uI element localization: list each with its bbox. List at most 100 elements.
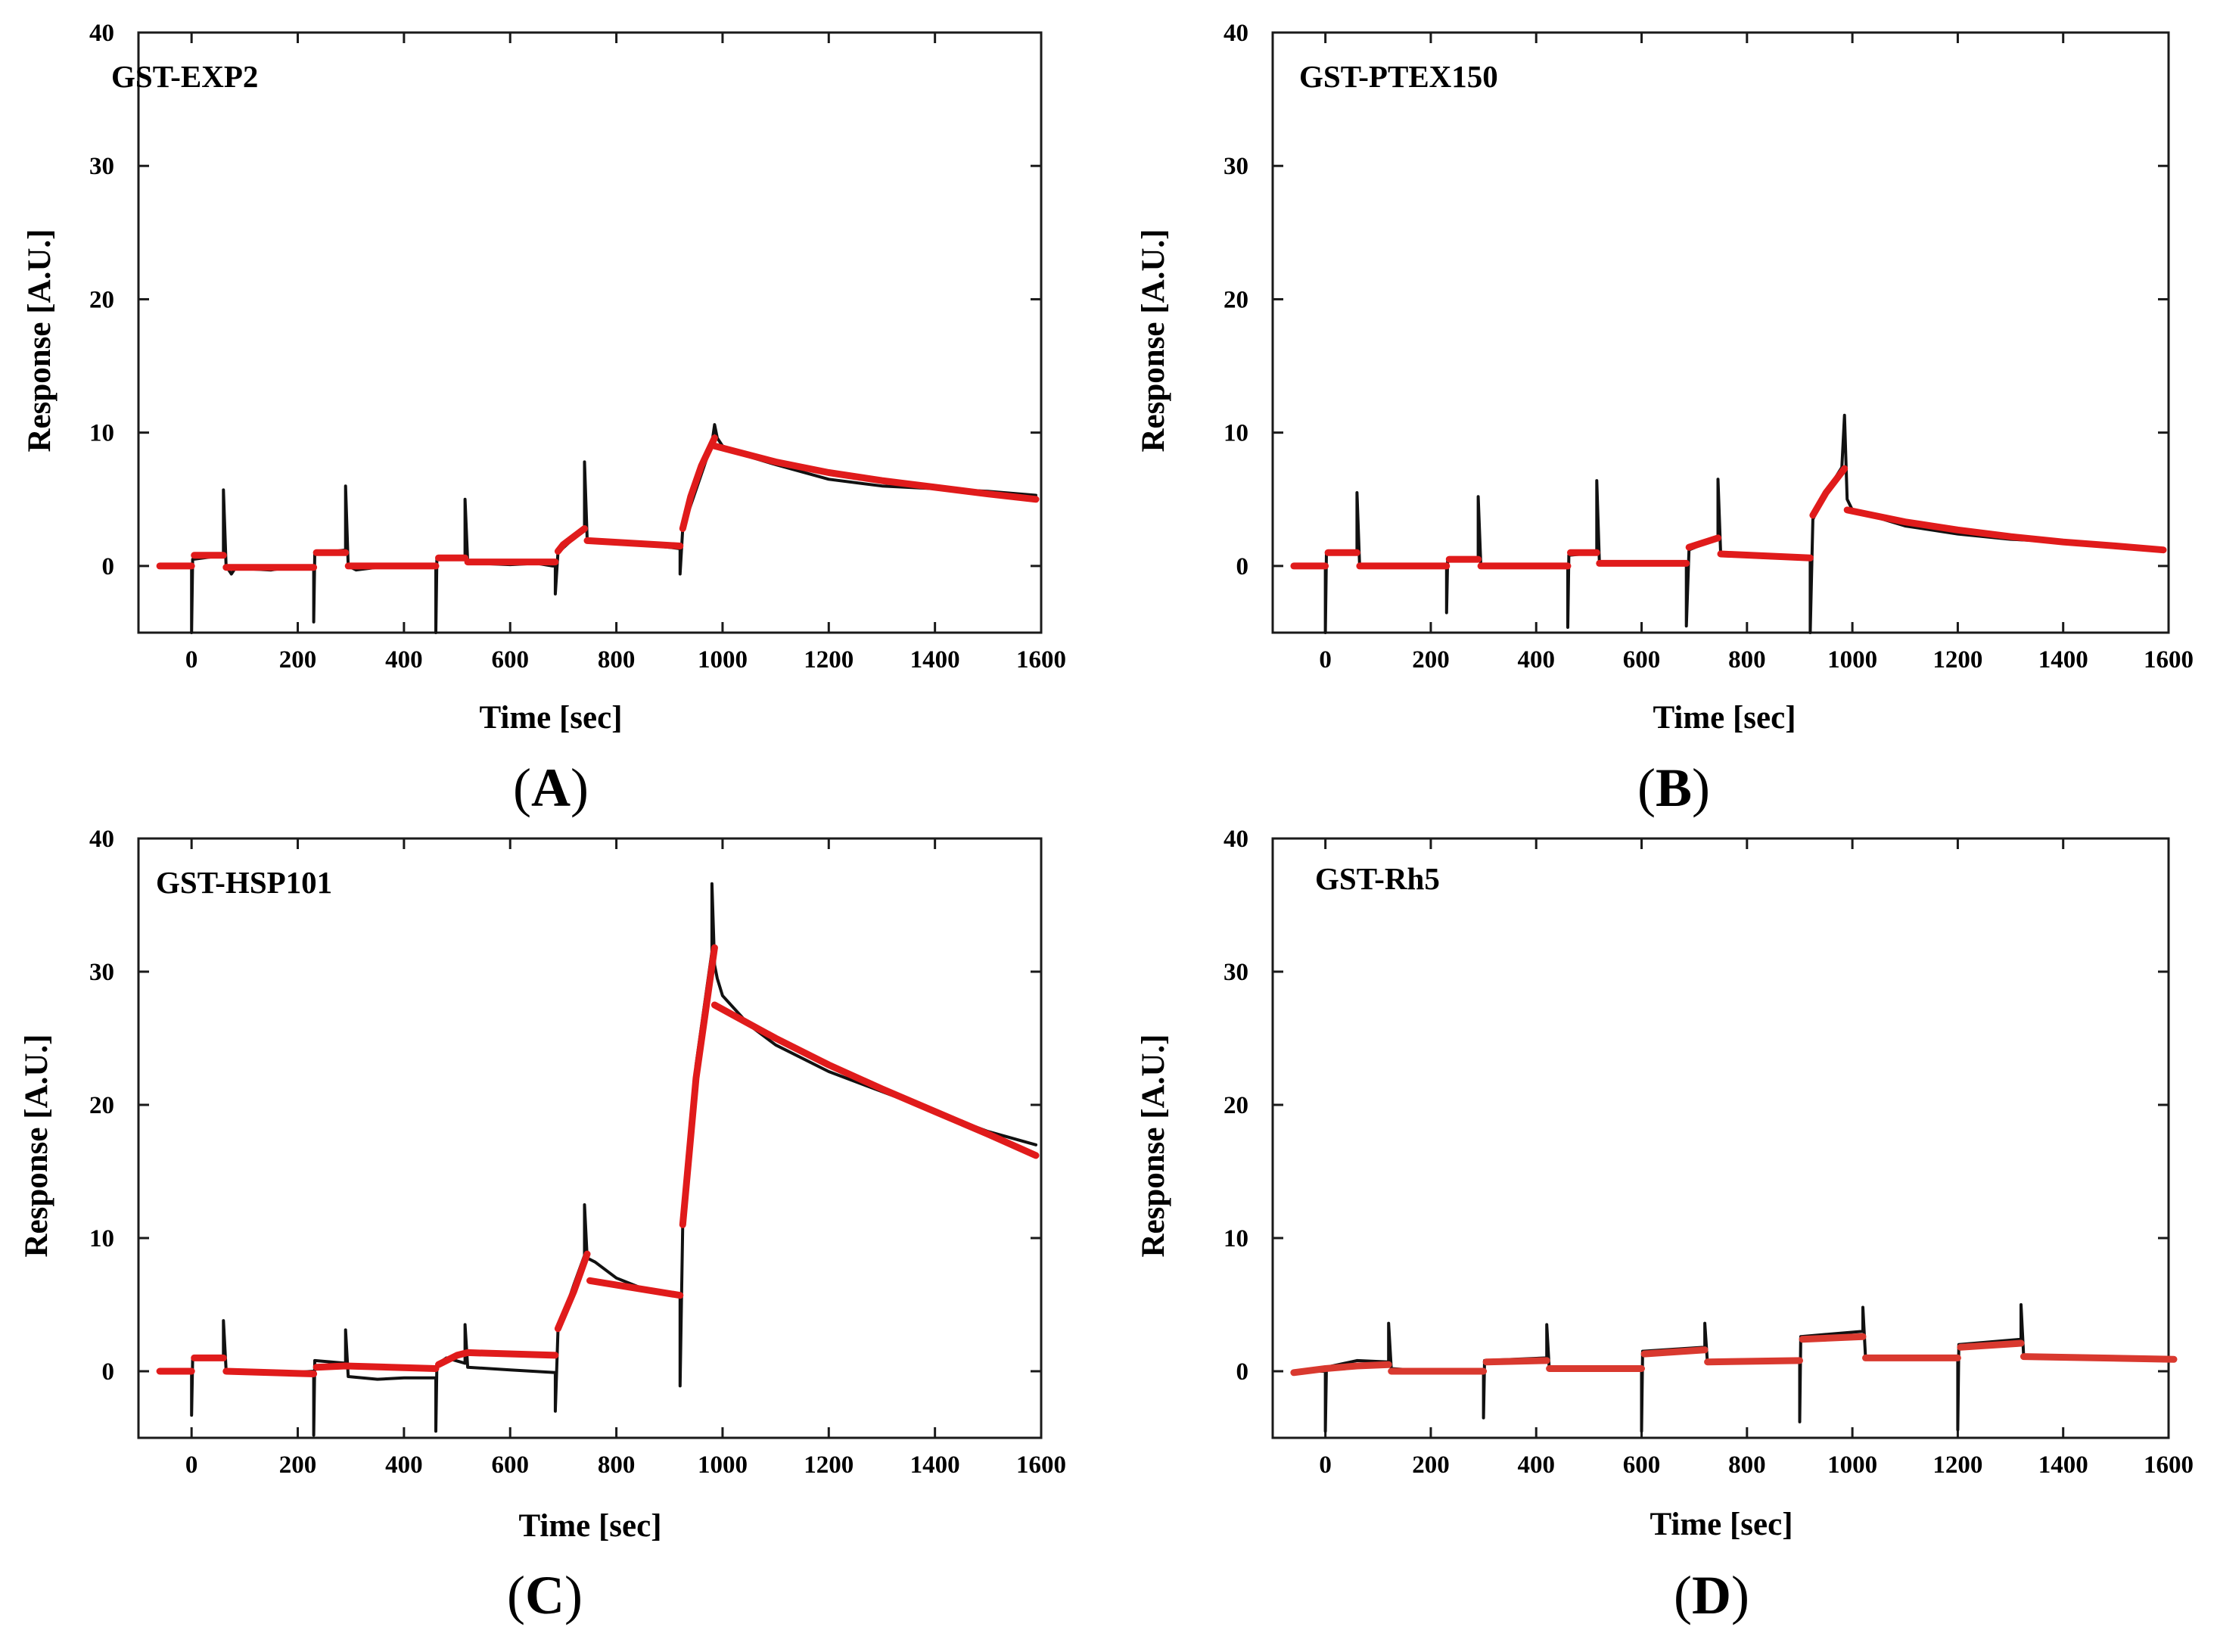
series-fit-segment-b [1717,550,1814,562]
panel-caption-letter-d: D [1692,1565,1731,1626]
x-tick-label-b: 200 [1412,646,1450,674]
panel-d: 0 200 400 600 800 1000 1200 1400 1600 0 10 20 30 40 G… [1136,826,2194,1626]
chart-title-b: GST-PTEX150 [1299,59,1498,94]
x-tick-label-b: 600 [1623,646,1661,674]
y-tick-label-a: 0 [102,553,115,580]
y-tick-label-c: 30 [89,959,114,986]
plot-frame-d [1271,837,2170,1439]
y-tick-label-c: 20 [89,1092,114,1119]
y-tick-label-d: 10 [1224,1225,1248,1252]
series-fit-segment-d [1799,1333,1867,1343]
x-tick-label-d: 400 [1517,1451,1555,1479]
series-fit-segment-a [554,525,588,555]
y-tick-label-c: 0 [102,1358,115,1386]
x-tick-label-c: 600 [491,1451,529,1479]
y-tick-label-d: 20 [1224,1092,1248,1119]
panel-caption-letter-b: B [1656,758,1692,818]
x-tick-label-d: 1400 [2038,1451,2088,1479]
x-axis-label-c: Time [sec] [518,1508,661,1544]
series-data-line-a [158,423,1037,634]
y-tick-label-b: 10 [1224,420,1248,447]
series-fit-segment-c [312,1362,440,1372]
y-tick-label-c: 10 [89,1225,114,1252]
x-tick-label-b: 1000 [1827,646,1877,674]
x-tick-label-c: 1400 [910,1451,960,1479]
x-tick-label-c: 1000 [698,1451,748,1479]
y-axis-label-a: Response [A.U.] [22,229,58,452]
x-tick-label-d: 1000 [1827,1451,1877,1479]
series-fit-segment-c [435,1349,559,1368]
x-tick-label-b: 1600 [2144,646,2194,674]
plot-area-c: 0 200 400 600 800 1000 1200 1400 1600 0 10 20 30 40 [89,826,1066,1479]
panel-caption-d: (D) [1674,1565,1749,1626]
y-tick-label-c: 40 [89,826,114,853]
series-fit-segment-c [222,1367,318,1377]
x-axis-label-b: Time [sec] [1653,700,1796,736]
y-tick-label-d: 0 [1236,1358,1249,1386]
plot-frame-a [137,31,1043,634]
x-tick-label-c: 0 [185,1451,198,1479]
x-tick-label-b: 1200 [1932,646,1982,674]
chart-title-c: GST-HSP101 [156,865,332,900]
chart-title-d: GST-Rh5 [1315,861,1440,896]
series-fit-segment-d [1640,1346,1709,1358]
x-tick-label-b: 800 [1728,646,1766,674]
x-tick-label-a: 0 [185,646,198,674]
x-tick-label-a: 600 [491,646,529,674]
series-fit-segment-c [679,944,718,1228]
series-fit-segment-c [586,1277,684,1299]
series-fit-segment-c [710,1001,1040,1159]
x-tick-label-a: 800 [598,646,636,674]
series-fit-segment-d [1704,1357,1803,1366]
panel-caption-a: (A) [513,758,589,818]
x-tick-label-b: 0 [1319,646,1332,674]
x-tick-label-a: 1400 [910,646,960,674]
x-tick-label-d: 200 [1412,1451,1450,1479]
x-axis-label-d: Time [sec] [1650,1507,1793,1542]
x-tick-label-c: 400 [385,1451,423,1479]
x-tick-label-d: 1600 [2144,1451,2194,1479]
panel-c: 0 200 400 600 800 1000 1200 1400 1600 0 10 20 30 40 G… [19,826,1066,1626]
series-fit-segment-b [1843,506,2167,554]
y-tick-label-d: 40 [1224,826,1248,853]
y-axis-label-c: Response [A.U.] [19,1034,54,1257]
y-tick-label-b: 30 [1224,153,1248,180]
series-fit-segment-d [2020,1353,2178,1363]
x-tick-label-a: 1000 [698,646,748,674]
series-fit-segment-c [554,1250,591,1333]
y-tick-label-a: 10 [89,420,114,447]
y-tick-label-a: 40 [89,20,114,47]
x-tick-label-a: 1200 [804,646,854,674]
series-fit-segment-d [1290,1361,1392,1377]
x-tick-label-d: 600 [1623,1451,1661,1479]
y-tick-label-b: 40 [1224,20,1248,47]
x-tick-label-a: 400 [385,646,423,674]
panel-caption-letter-c: C [525,1565,564,1626]
x-tick-label-b: 1400 [2038,646,2088,674]
x-tick-label-b: 400 [1517,646,1555,674]
y-tick-label-b: 20 [1224,286,1248,313]
x-axis-label-a: Time [sec] [479,700,622,736]
y-tick-label-b: 0 [1236,553,1249,580]
y-axis-label-b: Response [A.U.] [1136,229,1171,452]
y-tick-label-a: 30 [89,153,114,180]
panel-caption-c: (C) [507,1565,583,1626]
series-fit-segment-b [1685,534,1721,551]
plot-frame-b [1271,31,2170,634]
series-fit-segment-b [1809,465,1849,519]
series-fit-segment-a [710,442,1040,503]
series-data-line-b [1292,413,2165,634]
panel-caption-letter-a: A [531,758,571,818]
x-tick-label-a: 200 [279,646,317,674]
series-fit-segment-d [1482,1357,1550,1366]
x-tick-label-c: 1200 [804,1451,854,1479]
series-fit-segment-a [583,537,684,549]
y-axis-label-d: Response [A.U.] [1136,1034,1171,1257]
plot-area-d: 0 200 400 600 800 1000 1200 1400 1600 0 10 20 30 40 [1224,826,2194,1479]
plot-area-a: 0 200 400 600 800 1000 1200 1400 1600 0 10 20 30 40 [89,20,1066,674]
x-tick-label-c: 200 [279,1451,317,1479]
x-tick-label-d: 800 [1728,1451,1766,1479]
panel-a: 0 200 400 600 800 1000 1200 1400 1600 0 10 20 30 40 G… [22,20,1066,818]
x-tick-label-c: 800 [598,1451,636,1479]
